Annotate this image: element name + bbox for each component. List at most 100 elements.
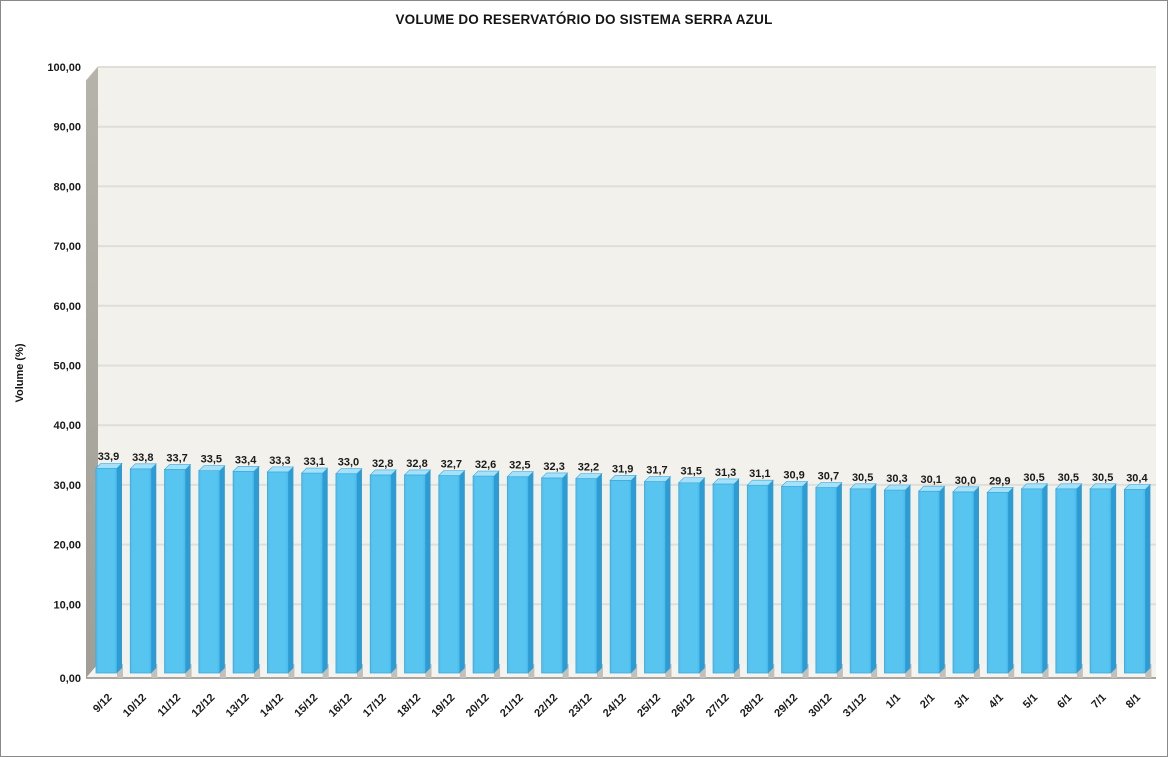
bar-side-face [459, 470, 465, 673]
bar-front-face [301, 472, 324, 674]
bar-front-face [986, 492, 1009, 674]
y-tick-label: 40,00 [53, 420, 81, 432]
bar-side-face [871, 483, 877, 673]
bar-side-face [905, 484, 911, 673]
bar-side-face [939, 486, 945, 673]
bar-side-face [356, 468, 362, 673]
bar-front-face [541, 477, 564, 674]
x-tick-label: 24/12 [601, 692, 629, 720]
bar-side-face [1076, 483, 1082, 673]
bar-value-label: 30,5 [1058, 472, 1079, 484]
bar-front-face [884, 489, 906, 674]
bar-front-face [472, 475, 495, 674]
bar-value-label: 32,8 [372, 458, 393, 470]
bar-side-face [117, 463, 122, 673]
bar-side-face [528, 471, 534, 673]
x-tick-label: 1/1 [884, 692, 903, 711]
x-tick-label: 4/1 [987, 692, 1006, 711]
bar-front-face [129, 468, 152, 674]
bar-front-face [369, 474, 392, 674]
bar-value-label: 32,2 [578, 462, 599, 474]
x-tick-label: 20/12 [464, 692, 492, 720]
x-tick-label: 15/12 [292, 692, 320, 720]
bar-front-face [438, 475, 461, 674]
bar-front-face [678, 482, 701, 674]
bar-front-face [198, 470, 221, 674]
bar-front-face [404, 474, 426, 674]
bar-value-label: 30,5 [852, 472, 873, 484]
bar-side-face [219, 465, 225, 673]
x-tick-label: 6/1 [1055, 692, 1074, 711]
bar-value-label: 33,9 [98, 451, 119, 463]
bar-front-face [746, 484, 769, 674]
bar-value-label: 31,1 [749, 468, 770, 480]
x-tick-label: 16/12 [327, 692, 355, 720]
bar-side-face [494, 471, 500, 673]
x-tick-label: 10/12 [121, 692, 149, 720]
bar-value-label: 32,5 [509, 460, 530, 472]
bar-side-face [699, 477, 705, 673]
bar-side-face [665, 476, 671, 673]
bar-value-label: 32,8 [406, 458, 427, 470]
bar-value-label: 30,0 [955, 475, 976, 487]
bar-side-face [596, 473, 602, 673]
y-tick-label: 10,00 [53, 599, 81, 611]
x-tick-label: 21/12 [498, 692, 526, 720]
x-tick-label: 19/12 [429, 692, 457, 720]
bar-value-label: 30,4 [1126, 472, 1148, 484]
bar-side-face [322, 468, 328, 673]
x-tick-label: 9/12 [91, 692, 115, 716]
bar-side-face [254, 466, 260, 673]
bar-value-label: 31,9 [612, 463, 633, 475]
bar-value-label: 31,7 [646, 465, 667, 477]
bar-side-face [836, 482, 842, 673]
x-tick-label: 17/12 [361, 692, 389, 720]
y-tick-label: 50,00 [53, 361, 81, 373]
x-tick-label: 29/12 [772, 692, 800, 720]
bar-value-label: 30,5 [1023, 472, 1044, 484]
bar-value-label: 33,1 [303, 456, 324, 468]
bar-side-face [288, 466, 294, 673]
bar-value-label: 30,5 [1092, 472, 1113, 484]
x-tick-label: 31/12 [841, 692, 869, 720]
y-tick-label: 20,00 [53, 540, 81, 552]
x-tick-label: 11/12 [156, 692, 184, 720]
bar-value-label: 33,0 [338, 457, 359, 469]
bar-front-face [266, 471, 289, 674]
bar-value-label: 31,3 [715, 467, 736, 479]
bar-front-face [1055, 488, 1078, 674]
y-tick-label: 100,00 [47, 62, 81, 74]
bar-value-label: 30,3 [886, 473, 907, 485]
y-tick-label: 80,00 [53, 181, 81, 193]
bar-front-face [575, 478, 598, 674]
bar-side-face [1008, 487, 1014, 673]
bar-front-face [1089, 488, 1112, 674]
bar-front-face [1124, 488, 1146, 674]
bar-value-label: 33,7 [166, 452, 187, 464]
x-tick-label: 25/12 [635, 692, 663, 720]
x-tick-label: 8/1 [1124, 692, 1143, 711]
bar-side-face [151, 463, 157, 673]
bar-value-label: 33,8 [132, 452, 153, 464]
bar-front-face [781, 485, 803, 674]
x-tick-label: 30/12 [807, 692, 835, 720]
bar-side-face [185, 464, 191, 673]
x-tick-label: 3/1 [952, 692, 971, 711]
bar-side-face [734, 478, 740, 673]
bar-side-face [391, 469, 397, 673]
bar-side-face [631, 475, 637, 673]
chart-title: VOLUME DO RESERVATÓRIO DO SISTEMA SERRA … [395, 12, 773, 27]
x-tick-label: 7/1 [1089, 692, 1108, 711]
x-tick-label: 28/12 [738, 692, 766, 720]
y-tick-label: 90,00 [53, 122, 81, 134]
bar-front-face [232, 470, 255, 674]
bar-front-face [335, 473, 358, 674]
y-tick-label: 70,00 [53, 241, 81, 253]
bar-side-face [768, 480, 774, 673]
bar-front-face [164, 469, 186, 674]
bar-front-face [95, 467, 118, 674]
x-tick-label: 2/1 [918, 692, 937, 711]
bar-side-face [1145, 484, 1151, 673]
